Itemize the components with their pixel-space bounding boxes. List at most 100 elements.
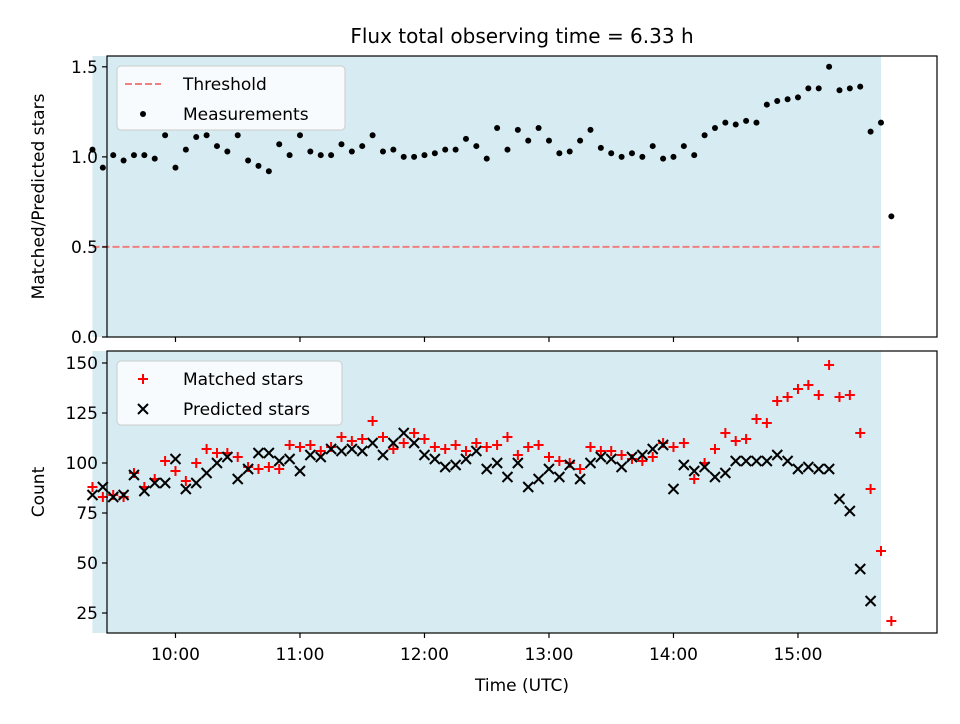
matched-point	[180, 476, 191, 486]
legend-label: Matched stars	[183, 370, 303, 390]
measurement-point	[732, 121, 739, 128]
matched-point	[751, 414, 762, 424]
x-tick-label: 15:00	[773, 645, 822, 665]
chart-title: Flux total observing time = 6.33 h	[350, 24, 693, 48]
predicted-point	[86, 489, 99, 501]
y-tick-label: 1.0	[71, 148, 98, 168]
predicted-point	[553, 471, 566, 483]
predicted-point	[325, 443, 337, 455]
measurement-point	[151, 155, 158, 162]
matched-point	[357, 434, 368, 444]
measurement-point	[193, 134, 200, 141]
measurement-point	[753, 119, 760, 126]
measurement-point	[846, 85, 853, 92]
matched-point	[668, 442, 679, 452]
y-axis-label: Matched/Predicted stars	[29, 93, 49, 299]
predicted-point	[823, 463, 835, 475]
measurement-point	[784, 96, 791, 103]
predicted-point	[532, 473, 545, 485]
legend-predicted-swatch	[137, 403, 149, 415]
measurement-point	[628, 150, 635, 157]
y-tick-label: 50	[76, 554, 98, 574]
predicted-point	[792, 463, 804, 475]
predicted-point	[605, 453, 617, 465]
measurement-point	[182, 146, 189, 153]
measurement-point	[130, 152, 137, 159]
predicted-point	[678, 459, 690, 471]
predicted-point	[512, 457, 524, 469]
matched-point	[865, 484, 876, 494]
matched-point	[792, 384, 803, 394]
measurement-point	[307, 148, 314, 155]
x-tick-label: 11:00	[275, 645, 324, 665]
legend-measurement-swatch	[140, 111, 146, 117]
bottom-panel: 25 50 75 100 125 150 10:00 11:00 12:00 13:00 14:00…	[29, 350, 938, 696]
measurement-point	[286, 152, 293, 159]
measurement-point	[514, 126, 521, 133]
matched-point	[377, 432, 388, 442]
measurement-point	[888, 213, 895, 220]
predicted-point	[180, 483, 192, 495]
measurement-point	[805, 85, 812, 92]
matched-point	[97, 492, 108, 502]
matched-point	[471, 438, 482, 448]
measurement-point	[691, 152, 698, 159]
matched-point	[87, 482, 98, 492]
measurement-point	[794, 94, 801, 101]
predicted-point	[138, 485, 151, 497]
measurement-point	[255, 162, 262, 169]
matched-point	[440, 444, 451, 454]
matched-point	[730, 436, 741, 446]
matched-point	[803, 380, 814, 390]
predicted-point	[107, 491, 119, 503]
matched-point	[274, 464, 285, 474]
y-tick-label: 100	[66, 454, 98, 474]
matched-point	[492, 440, 503, 450]
predicted-point	[615, 461, 628, 473]
matched-point	[263, 462, 274, 472]
measurement-point	[296, 132, 303, 139]
predicted-point	[854, 563, 866, 575]
matched-point	[502, 432, 513, 442]
matched-point	[855, 428, 866, 438]
predicted-point	[470, 445, 483, 457]
top-panel: 0.0 0.5 1.0 1.5 Matched/Predicted stars Thres…	[29, 55, 938, 348]
matched-point	[595, 446, 606, 456]
predicted-point	[730, 455, 742, 467]
measurement-point	[680, 143, 687, 150]
predicted-point	[657, 439, 669, 451]
predicted-point	[844, 505, 856, 517]
matched-point	[367, 416, 378, 426]
predicted-point	[169, 453, 182, 465]
measurement-point	[711, 125, 718, 132]
y-tick-label: 1.5	[71, 58, 98, 78]
measurement-point	[566, 148, 573, 155]
measurement-point	[224, 148, 231, 155]
matched-point	[460, 446, 471, 456]
predicted-point	[802, 461, 815, 473]
measurement-point	[577, 137, 584, 144]
measurement-point	[442, 146, 449, 153]
predicted-point	[460, 453, 472, 465]
y-tick-label: 0.5	[71, 238, 98, 258]
measurement-point	[867, 128, 874, 135]
predicted-point	[97, 481, 109, 493]
measurement-point	[877, 119, 884, 126]
measurement-point	[473, 143, 480, 150]
predicted-point	[522, 481, 534, 493]
predicted-point	[200, 467, 213, 479]
matched-point	[346, 436, 357, 446]
y-tick-label: 0.0	[71, 328, 98, 348]
measurement-point	[328, 152, 335, 159]
measurement-point	[234, 132, 241, 139]
legend-matched-swatch	[138, 374, 148, 384]
matched-point	[543, 452, 554, 462]
predicted-point	[439, 461, 451, 473]
measurement-point	[276, 141, 283, 148]
predicted-point	[294, 465, 306, 477]
matched-point	[232, 452, 243, 462]
measurement-point	[836, 87, 843, 94]
x-tick-label: 14:00	[649, 645, 698, 665]
matched-point	[689, 474, 700, 484]
